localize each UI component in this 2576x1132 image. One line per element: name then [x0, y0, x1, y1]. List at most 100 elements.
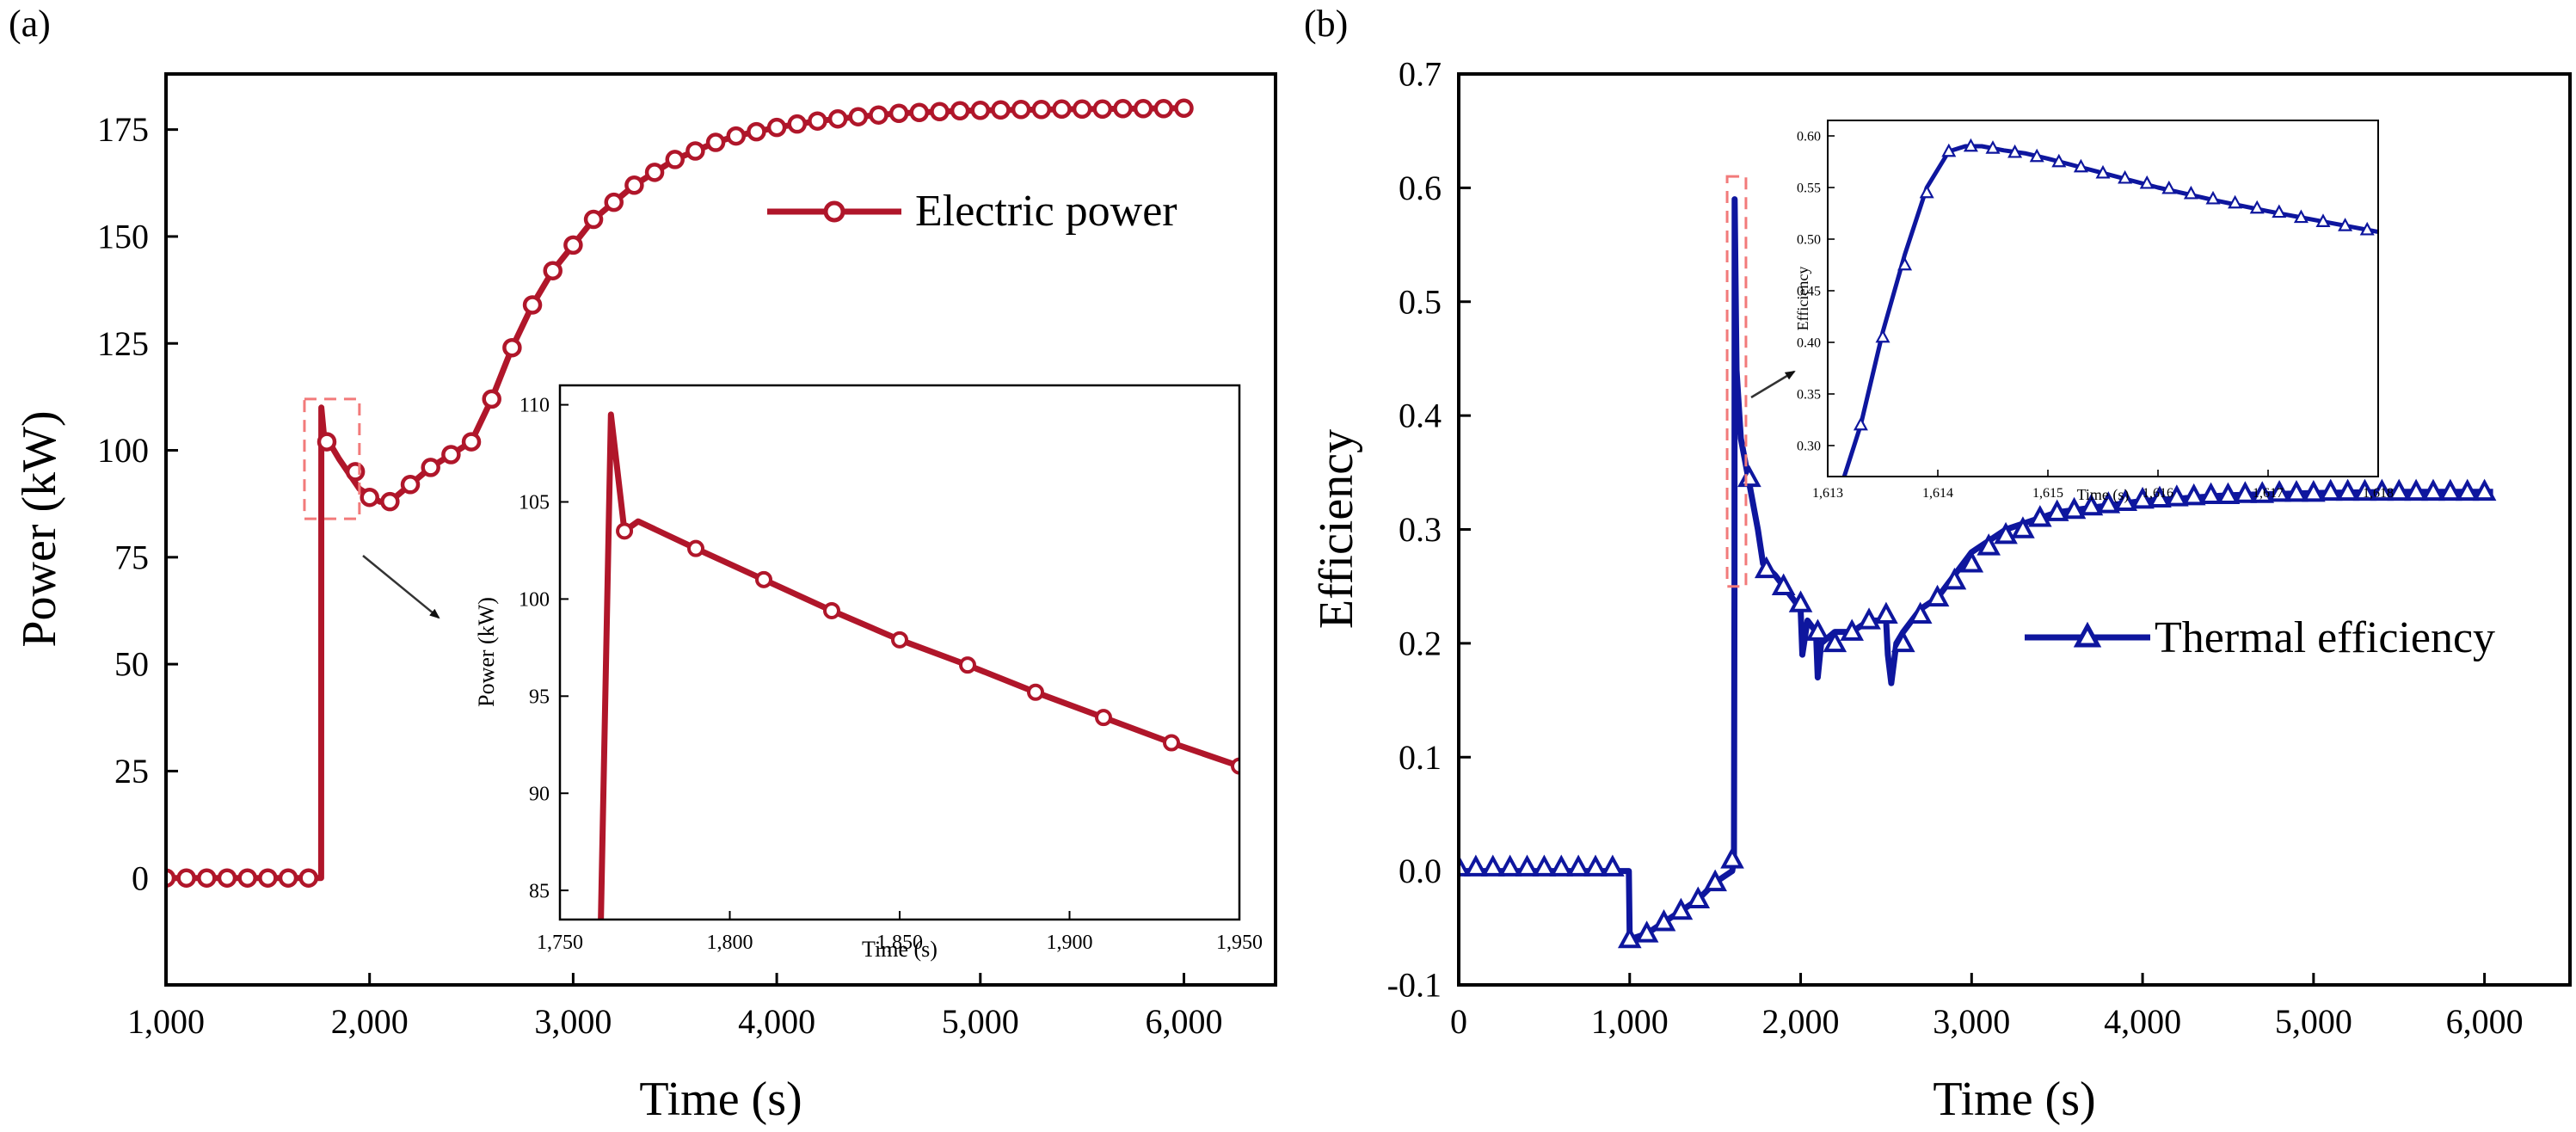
chart-a-inset-series — [598, 411, 1239, 920]
electric-power-point — [1031, 100, 1052, 120]
electric-power-point — [217, 868, 237, 888]
chart-a-ytick-label: 125 — [97, 324, 149, 363]
inset-efficiency-point — [2051, 153, 2067, 168]
chart-a-inset-frame — [558, 384, 1241, 921]
thermal-efficiency-point — [1703, 869, 1727, 892]
thermal-efficiency-point — [2421, 478, 2445, 501]
thermal-efficiency-point — [2233, 481, 2258, 503]
thermal-efficiency-point — [2165, 484, 2189, 507]
electric-power-point — [400, 475, 421, 495]
thermal-efficiency-point — [1464, 854, 1488, 877]
inset-efficiency-point — [2228, 194, 2243, 209]
chart-b-xtick-label: 3,000 — [1933, 1002, 2010, 1041]
thermal-efficiency-point — [1459, 854, 1471, 877]
thermal-efficiency-point — [1823, 630, 1847, 653]
thermal-efficiency-point — [2335, 478, 2360, 501]
inset-efficiency-point — [1963, 138, 1978, 152]
inset-power-point — [891, 631, 908, 649]
thermal-efficiency-point — [2267, 479, 2291, 502]
electric-power-point — [991, 100, 1011, 120]
inset-efficiency-point — [2338, 218, 2353, 231]
chart-a-legend-marker — [823, 200, 845, 223]
electric-power-point — [705, 132, 726, 152]
thermal-efficiency-point — [1497, 854, 1522, 877]
thermal-efficiency-point — [1532, 854, 1557, 877]
thermal-efficiency-point — [2404, 478, 2428, 501]
chart-a-inset-ticks: 1,750 1,800 1,850 1,900 1,950 85 90 95 100 105 110 — [519, 395, 1263, 954]
thermal-efficiency-point — [1601, 854, 1625, 877]
electric-power-point — [176, 868, 196, 888]
chart-a-inset-ytick-label: 85 — [529, 880, 550, 902]
thermal-efficiency-point — [1686, 886, 1711, 908]
chart-b: (b) 0 1,000 2,000 3,000 4,000 5,000 6,000-0.10… — [1304, 3, 2572, 1126]
electric-power-point — [848, 107, 869, 126]
inset-efficiency-point — [2161, 180, 2177, 194]
chart-a-series — [166, 98, 1194, 888]
chart-b-xtick-label: 4,000 — [2104, 1002, 2181, 1041]
chart-a-xtick-label: 2,000 — [331, 1002, 409, 1041]
chart-b-inset-background — [1828, 120, 2378, 477]
inset-power-point — [755, 570, 772, 588]
thermal-efficiency-point — [1925, 584, 1950, 607]
thermal-efficiency-point — [1959, 551, 1984, 573]
inset-power-point — [1027, 683, 1044, 701]
chart-b-inset-x-label: Time (s) — [2077, 486, 2130, 504]
chart-a-ytick-label: 175 — [97, 110, 149, 149]
inset-efficiency-point — [2073, 158, 2088, 173]
electric-power-point — [197, 868, 217, 888]
chart-b-x-axis-label: Time (s) — [1933, 1073, 2095, 1126]
electric-power-point — [461, 432, 482, 452]
chart-a-inset-xtick-label: 1,800 — [707, 932, 753, 954]
chart-a-inset-xtick-label: 1,900 — [1047, 932, 1093, 954]
thermal-efficiency-point — [2438, 478, 2462, 501]
inset-power-point — [1163, 734, 1180, 752]
chart-a-inset-xtick-label: 1,750 — [537, 932, 583, 954]
inset-efficiency-point — [1853, 416, 1868, 431]
electric-power-point — [482, 389, 501, 409]
thermal-efficiency-point — [2352, 478, 2377, 501]
chart-b-inset-ytick-label: 0.60 — [1797, 129, 1821, 144]
chart-b-xtick-label: 0 — [1450, 1002, 1467, 1041]
thermal-efficiency-point — [1480, 854, 1505, 877]
electric-power-point — [1153, 99, 1174, 119]
thermal-efficiency-point — [1737, 464, 1761, 488]
electric-power-point — [441, 445, 461, 464]
chart-b-xtick-label: 1,000 — [1591, 1002, 1669, 1041]
electric-power-point — [624, 175, 644, 195]
chart-b-xtick-label: 6,000 — [2446, 1002, 2524, 1041]
chart-a-xtick-label: 5,000 — [942, 1002, 1019, 1041]
chart-a-inset: 1,750 1,800 1,850 1,900 1,950 85 90 95 100 105 110… — [474, 384, 1263, 962]
chart-b-ytick-label: 0.0 — [1399, 852, 1442, 890]
thermal-efficiency-point — [1669, 897, 1694, 920]
chart-b-ytick-label: 0.5 — [1399, 282, 1442, 321]
chart-b-inset-xtick-label: 1,616 — [2143, 486, 2173, 501]
thermal-efficiency-point — [2079, 493, 2104, 516]
chart-a-xtick-label: 3,000 — [534, 1002, 612, 1041]
electric-power-point — [522, 295, 543, 315]
inset-efficiency-point — [2095, 164, 2111, 179]
chart-b-y-axis-label: Efficiency — [1310, 429, 1363, 629]
electric-power-point — [950, 101, 970, 121]
inset-efficiency-point — [1897, 256, 1913, 271]
inset-efficiency-point — [1919, 184, 1934, 199]
chart-a-inset-xtick-label: 1,850 — [876, 932, 923, 954]
thermal-efficiency-point — [1771, 573, 1796, 595]
electric-power-point — [1133, 99, 1153, 119]
thermal-efficiency-point — [2148, 485, 2172, 508]
chart-a-zoom-arrow — [362, 555, 440, 619]
thermal-efficiency-point — [2028, 505, 2052, 527]
thermal-efficiency-point — [2096, 491, 2121, 514]
chart-a-xtick-label: 6,000 — [1145, 1002, 1222, 1041]
inset-efficiency-point — [2029, 148, 2044, 163]
electric-power-point — [685, 141, 705, 161]
thermal-efficiency-point — [2198, 482, 2223, 505]
panel-label-a: (a) — [9, 3, 51, 45]
electric-power-point — [298, 868, 318, 888]
inset-efficiency-point — [2272, 204, 2287, 218]
inset-efficiency-point — [2118, 169, 2133, 184]
inset-power-point — [687, 539, 704, 557]
thermal-efficiency-point — [2113, 489, 2138, 511]
chart-b-ytick-label: 0.2 — [1399, 624, 1442, 662]
chart-b-inset-ytick-label: 0.45 — [1797, 284, 1821, 298]
